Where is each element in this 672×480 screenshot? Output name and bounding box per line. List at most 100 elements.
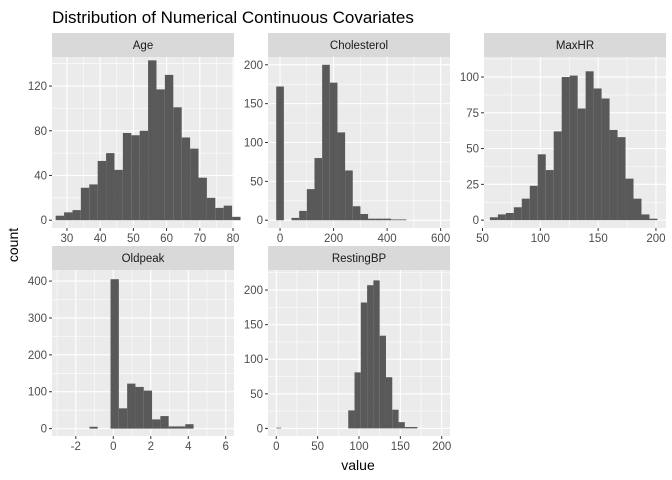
histogram-bar xyxy=(314,158,323,221)
histogram-bar xyxy=(521,198,530,221)
histogram-bar xyxy=(176,426,186,429)
histogram-bar xyxy=(329,82,338,221)
histogram-bar xyxy=(127,383,136,429)
histogram-bar xyxy=(181,137,191,221)
histogram-bar xyxy=(505,212,514,221)
histogram-bar xyxy=(168,426,177,429)
facet-maxhr: MaxHR 0 25 50 75 100 50 100 150 200 xyxy=(460,33,666,245)
histogram-bar xyxy=(164,74,174,221)
x-tick-label: 400 xyxy=(378,233,397,245)
histogram-bar xyxy=(97,160,107,221)
histogram-bar xyxy=(114,169,123,221)
y-tick-label: 150 xyxy=(244,320,263,332)
histogram-bar xyxy=(360,302,368,429)
histogram-bar xyxy=(223,205,233,221)
histogram-bar xyxy=(322,64,330,221)
y-tick-label: 0 xyxy=(257,423,263,435)
y-tick-label: 0 xyxy=(41,424,47,436)
facet-oldpeak: Oldpeak 0 100 200 300 400 -2 0 2 4 6 xyxy=(28,246,234,453)
y-tick-label: 50 xyxy=(250,389,263,401)
histogram-bar xyxy=(276,427,282,429)
histogram-bar xyxy=(55,215,65,221)
histogram-bar xyxy=(398,422,405,429)
facet-strip-label: MaxHR xyxy=(556,40,594,52)
histogram-bar xyxy=(276,86,284,221)
x-tick-label: 6 xyxy=(223,441,229,453)
histogram-bar xyxy=(391,219,399,221)
facet-restingbp: RestingBP 0 50 100 150 200 0 50 100 150 200 xyxy=(244,246,451,453)
y-tick-label: 100 xyxy=(460,72,479,84)
histogram-bar xyxy=(143,390,153,429)
y-tick-label: 50 xyxy=(466,144,479,156)
x-tick-label: 40 xyxy=(94,233,107,245)
x-tick-label: -2 xyxy=(71,441,81,453)
histogram-bar xyxy=(131,135,140,221)
histogram-bar xyxy=(368,218,376,221)
histogram-bar xyxy=(577,108,586,221)
histogram-bar xyxy=(110,279,119,429)
histogram-bar xyxy=(553,131,562,221)
histogram-bar xyxy=(379,335,386,429)
y-tick-label: 150 xyxy=(244,99,263,111)
histogram-bar xyxy=(185,424,194,429)
histogram-bar xyxy=(215,207,224,221)
x-tick-label: 150 xyxy=(589,233,608,245)
histogram-bar xyxy=(641,214,650,221)
histogram-bar xyxy=(569,75,578,221)
histogram-bar xyxy=(173,107,182,221)
facet-strip xyxy=(52,246,234,270)
histogram-bar xyxy=(375,218,384,221)
x-axis-title: value xyxy=(341,457,375,473)
histogram-bar xyxy=(89,184,98,221)
histogram-bar xyxy=(206,197,216,221)
y-tick-label: 80 xyxy=(34,126,47,138)
histogram-bar xyxy=(385,377,393,429)
histogram-bar xyxy=(513,207,522,221)
histogram-bar xyxy=(625,178,634,221)
histogram-bar xyxy=(383,218,392,221)
x-tick-label: 30 xyxy=(61,233,74,245)
facet-strip-label: RestingBP xyxy=(332,253,387,265)
x-tick-label: 80 xyxy=(227,233,240,245)
histogram-bar xyxy=(367,285,374,429)
facet-strip-label: Age xyxy=(133,40,153,52)
histogram-bar xyxy=(352,206,361,221)
x-tick-label: 0 xyxy=(273,441,279,453)
x-tick-label: 200 xyxy=(646,233,665,245)
y-tick-label: 100 xyxy=(244,354,263,366)
x-tick-label: 50 xyxy=(476,233,489,245)
facet-strip xyxy=(484,33,666,57)
histogram-bar xyxy=(190,148,199,221)
histogram-bar xyxy=(122,133,132,221)
histogram-bar xyxy=(160,416,169,429)
histogram-bar xyxy=(398,219,407,221)
y-axis-title: count xyxy=(5,228,21,262)
facet-strip xyxy=(52,33,234,57)
x-tick-label: 50 xyxy=(311,441,324,453)
x-tick-label: 100 xyxy=(531,233,550,245)
histogram-bar xyxy=(497,214,506,221)
histogram-bar xyxy=(152,419,161,429)
histogram-bar xyxy=(404,427,412,429)
histogram-bar xyxy=(545,170,554,221)
y-tick-label: 0 xyxy=(257,215,263,227)
histogram-bar xyxy=(617,137,626,221)
histogram-bar xyxy=(561,77,570,221)
y-tick-label: 0 xyxy=(473,215,479,227)
y-tick-label: 120 xyxy=(28,81,47,93)
histogram-bar xyxy=(585,71,594,221)
y-tick-label: 25 xyxy=(466,179,479,191)
chart-title: Distribution of Numerical Continuous Cov… xyxy=(52,8,414,27)
y-tick-label: 200 xyxy=(244,60,263,72)
x-tick-label: 200 xyxy=(324,233,343,245)
y-tick-label: 100 xyxy=(28,387,47,399)
x-tick-label: 0 xyxy=(277,233,283,245)
x-tick-label: 100 xyxy=(349,441,368,453)
x-tick-label: 70 xyxy=(193,233,206,245)
histogram-bar xyxy=(64,212,73,221)
histogram-bar xyxy=(135,386,144,429)
histogram-bar xyxy=(373,280,380,429)
x-tick-label: 600 xyxy=(431,233,450,245)
y-tick-label: 400 xyxy=(28,276,47,288)
